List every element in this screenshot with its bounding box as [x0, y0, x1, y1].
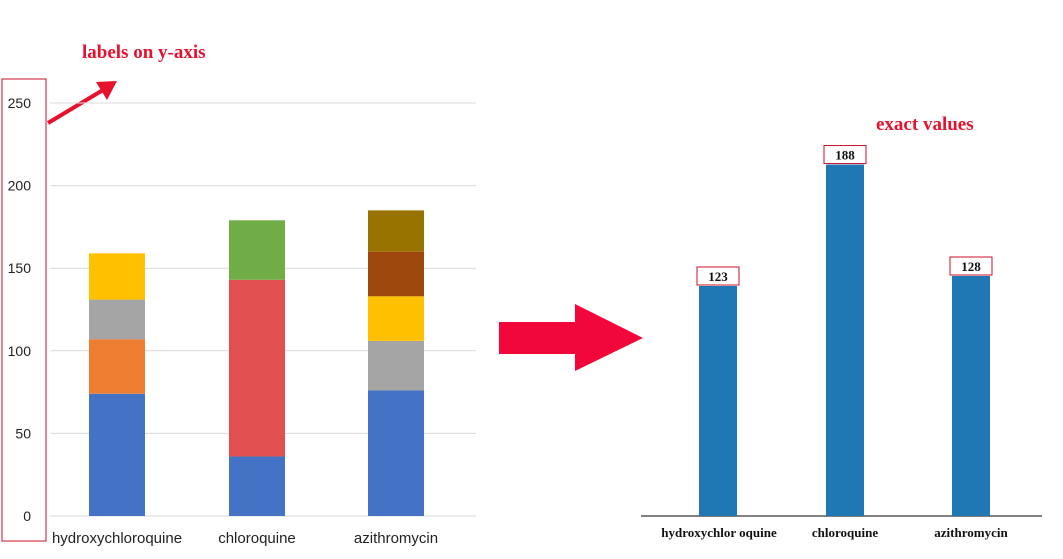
bar-segment: [89, 339, 145, 394]
value-label-box: [696, 266, 740, 286]
bar-segment: [89, 393, 145, 516]
bar-segment: [368, 251, 424, 297]
value-label-box: [823, 145, 867, 165]
x-category-label: hydroxychloroquine: [52, 530, 182, 547]
labels-on-y-axis-annotation: labels on y-axis: [82, 42, 206, 63]
right-chart-bars: 123 188 128: [696, 145, 993, 517]
y-axis-highlight-box: [1, 78, 47, 542]
x-category-label: azithromycin: [354, 530, 438, 547]
left-chart-bars: [89, 210, 424, 516]
bar-segment: [368, 210, 424, 252]
value-label: 123: [708, 269, 728, 284]
bar-segment: [229, 220, 285, 280]
x-category-label: chloroquine: [812, 525, 878, 540]
y-tick-label: 250: [8, 95, 32, 111]
left-chart-category-labels: hydroxychloroquine chloroquine azithromyci…: [52, 530, 438, 547]
x-category-label: azithromycin: [934, 525, 1008, 540]
x-category-label: chloroquine: [218, 530, 296, 547]
bar-segment: [89, 253, 145, 300]
y-tick-label: 100: [8, 343, 32, 359]
y-tick-label: 200: [8, 178, 32, 194]
exact-values-annotation: exact values: [876, 114, 974, 135]
y-tick-label: 50: [15, 425, 31, 441]
right-chart-category-labels: hydroxychlor oquine chloroquine azithromyc…: [661, 525, 1008, 540]
bar: [699, 286, 737, 516]
bar-segment: [229, 279, 285, 457]
y-tick-label: 150: [8, 260, 32, 276]
big-right-arrow-icon: [499, 304, 643, 371]
value-label: 128: [961, 259, 981, 274]
bar-segment: [368, 340, 424, 391]
x-category-label: hydroxychlor oquine: [661, 525, 777, 540]
red-arrow-icon: [46, 81, 117, 125]
bar-segment: [89, 299, 145, 340]
bar-segment: [229, 456, 285, 516]
value-label: 188: [835, 148, 855, 163]
value-label-box: [949, 256, 993, 276]
bar-segment: [368, 390, 424, 516]
bar-segment: [368, 296, 424, 341]
left-chart-y-tick-labels: 0 50 100 150 200 250: [8, 95, 32, 524]
y-tick-label: 0: [23, 508, 31, 524]
bar: [952, 276, 990, 516]
bar: [826, 164, 864, 517]
